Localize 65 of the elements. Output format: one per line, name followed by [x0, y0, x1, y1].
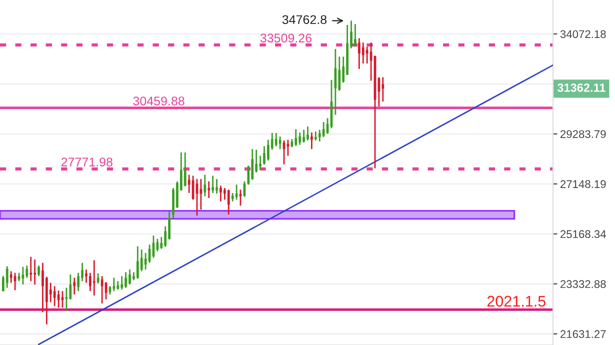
candlestick [156, 238, 159, 252]
candlestick [216, 178, 218, 194]
y-tick-label: 21631.27 [560, 330, 606, 338]
candlestick [314, 130, 317, 142]
candlestick [354, 23, 356, 48]
candlestick [77, 272, 80, 292]
candlestick [53, 285, 56, 307]
candlestick [267, 139, 270, 162]
candlestick [274, 132, 278, 147]
candlestick [263, 146, 266, 166]
ref-line-label: 2021.1.5 [487, 296, 546, 307]
candlestick [358, 38, 360, 70]
y-tick-label: 23332.88 [560, 280, 606, 288]
candlestick [136, 246, 139, 280]
candlestick [69, 274, 72, 300]
candlestick [26, 264, 28, 278]
candlestick [362, 42, 364, 64]
text: 31362.11 [557, 83, 606, 92]
candlestick [259, 155, 262, 170]
candlestick [144, 252, 147, 270]
candlestick [294, 128, 298, 147]
candlestick [366, 46, 368, 64]
candlestick [239, 188, 242, 206]
y-tick-label: 34072.18 [560, 30, 606, 38]
y-tick-label: 25168.34 [560, 230, 606, 238]
candlestick [184, 152, 186, 188]
candlestick [42, 262, 44, 313]
candlestick [310, 132, 313, 150]
candlestick [235, 184, 238, 200]
candlestick [49, 282, 52, 303]
candlestick [112, 277, 116, 292]
annotation: 34762.8 [282, 15, 327, 24]
candlestick [120, 275, 124, 290]
candlestick [306, 126, 309, 142]
y-tick-label: 27148.19 [560, 180, 606, 188]
candlestick [251, 148, 254, 180]
candlestick [322, 121, 325, 138]
candlestick [318, 129, 321, 142]
ref-line-label: 30459.88 [133, 96, 184, 106]
candlestick [10, 270, 12, 284]
candlestick [220, 184, 222, 202]
candlestick [92, 260, 96, 296]
candlestick [227, 188, 230, 216]
candlestick [85, 268, 88, 284]
ref-line-label: 27771.98 [61, 158, 112, 166]
candlestick [204, 174, 206, 197]
candlestick [382, 76, 384, 102]
candlestick [65, 287, 68, 312]
candlestick [302, 129, 305, 144]
candlestick [30, 256, 32, 282]
candlestick [34, 258, 36, 286]
candlestick [96, 272, 100, 284]
ref-line-label: 33509.26 [260, 34, 312, 42]
candlestick [38, 264, 40, 277]
candlestick [6, 266, 8, 288]
candlestick [124, 272, 127, 288]
candlestick [298, 132, 302, 146]
candlestick [73, 277, 76, 296]
candlestick [223, 187, 226, 200]
candlestick [89, 272, 92, 292]
y-tick-label: 29283.79 [560, 130, 606, 138]
candlestick [208, 180, 210, 199]
candlestick [212, 175, 214, 194]
candlestick [128, 268, 131, 286]
candlestick [338, 56, 341, 92]
